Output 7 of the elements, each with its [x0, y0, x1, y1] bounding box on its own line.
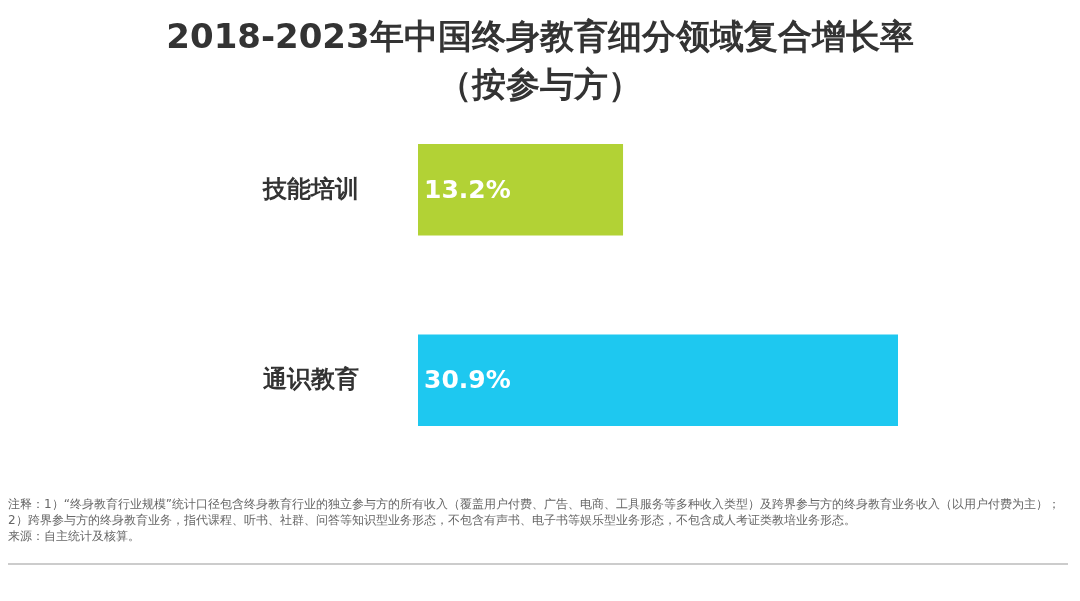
- source-note: 来源：自主统计及核算。: [8, 528, 141, 544]
- y-tick-label: 通识教育: [261, 365, 359, 394]
- chart-title: 2018-2023年中国终身教育细分领域复合增长率（按参与方）: [165, 15, 915, 106]
- text: 注释：1）“终身教育行业规模”统计口径包含终身教育行业的独立参与方的所有收入（覆盖用户付费、广告、电商、工具服务等多种收入类型）及跨界参与方的终身教育业务收入（以用户付费为主）；2）跨界参与方的终身教育业务，指代课程、听书、社群、问答等知识型业务形态，不包含有声书、电子书等娱乐型业务形态，不包含成人考证类教培业务形态。: [8, 496, 1062, 528]
- data-label: 30.9%: [424, 365, 511, 395]
- data-label: 13.2%: [424, 174, 511, 204]
- y-tick-label: 技能培训: [261, 174, 359, 203]
